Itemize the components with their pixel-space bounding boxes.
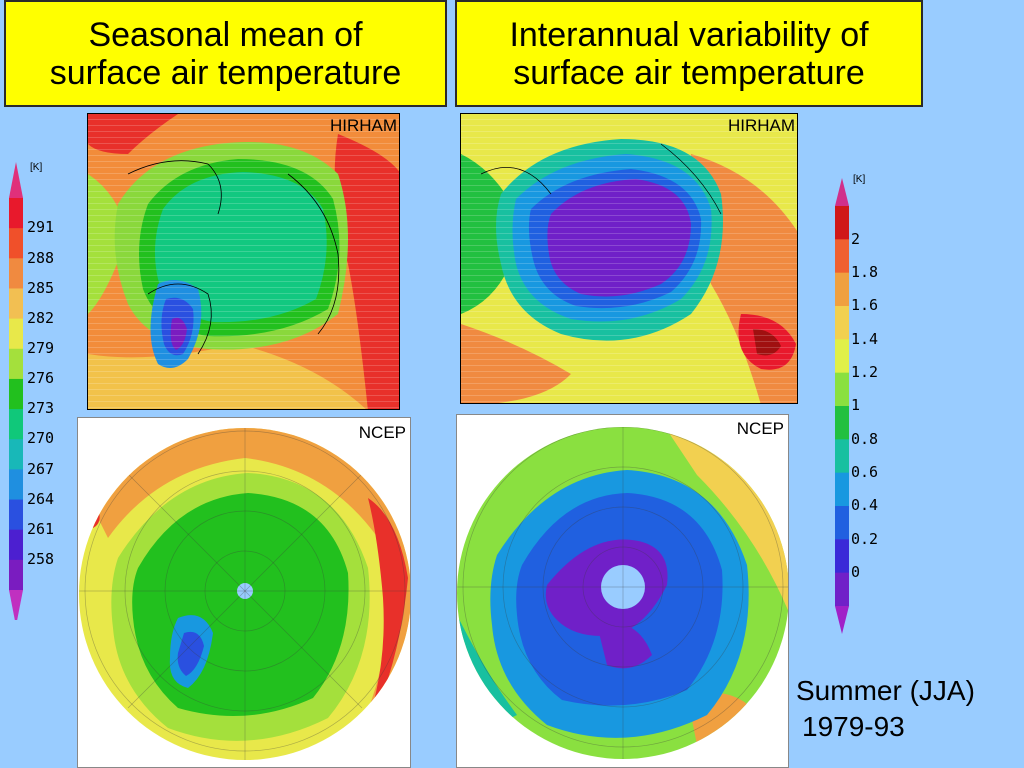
- colorbar-right-tick-label: 0.8: [851, 429, 879, 448]
- colorbar-right-segment: [835, 306, 849, 340]
- colorbar-left-tick-label: 282: [27, 308, 55, 327]
- colorbar-left-tick-label: 276: [27, 369, 55, 388]
- season-line1: Summer (JJA): [796, 675, 975, 706]
- colorbar-right-tick-label: 1.8: [851, 262, 879, 281]
- colorbar-right-segment: [835, 472, 849, 507]
- colorbar-left-segment: [9, 228, 23, 259]
- right-title-line2: surface air temperature: [513, 53, 865, 92]
- colorbar-left-segment: [9, 499, 23, 531]
- colorbar-right-segment: [835, 439, 849, 474]
- hirham-mean-label: HIRHAM: [329, 116, 397, 135]
- colorbar-right-unit: [K]: [853, 174, 866, 185]
- colorbar-right-tick-label: 0.6: [851, 462, 879, 481]
- colorbar-right-tick-label: 1.2: [851, 362, 879, 381]
- season-label: Summer (JJA) 1979-93: [796, 675, 975, 743]
- colorbar-right-tick-label: 2: [851, 229, 861, 248]
- right-title-line1: Interannual variability of: [509, 15, 869, 54]
- colorbar-right-tick-label: 0.4: [851, 496, 879, 515]
- hirham-variability-label: HIRHAM: [727, 116, 795, 135]
- colorbar-left-segment: [9, 469, 23, 501]
- colorbar-right: [K] 2 1.8 1.6 1.4 1.2 1 0.8 0.6 0.4 0.2 0: [832, 172, 902, 637]
- left-title-line2: surface air temperature: [49, 53, 402, 92]
- colorbar-left-segment: [9, 318, 23, 350]
- colorbar-right-segment: [835, 239, 849, 274]
- colorbar-left-tick-label: 270: [27, 429, 55, 448]
- colorbar-left-segment: [9, 439, 23, 470]
- colorbar-right-arrow-top: [835, 178, 849, 206]
- colorbar-left-tick-label: 264: [27, 489, 55, 508]
- colorbar-left: [K] 291 288 285 282 279 276 273 270 267 264 261 258: [6, 160, 76, 620]
- hirham-variability-map: HIRHAM: [460, 113, 798, 404]
- colorbar-left-segment: [9, 529, 23, 561]
- colorbar-right-tick-label: 1.4: [851, 329, 879, 348]
- colorbar-left-arrow-top: [9, 162, 23, 198]
- colorbar-left-segment: [9, 378, 23, 410]
- colorbar-right-tick-label: 0: [851, 562, 861, 581]
- hirham-mean-map-image: [88, 114, 399, 409]
- colorbar-left-segment: [9, 198, 23, 229]
- ncep-variability-map-image: [457, 427, 788, 759]
- colorbar-left-segment: [9, 559, 23, 591]
- colorbar-right-segment: [835, 572, 849, 607]
- ncep-variability-label: NCEP: [736, 419, 784, 438]
- colorbar-left-tick-label: 261: [27, 519, 55, 538]
- colorbar-right-tick-label: 1: [851, 396, 861, 415]
- colorbar-right-arrow-bottom: [835, 606, 849, 634]
- colorbar-left-tick-label: 291: [27, 218, 55, 237]
- colorbar-left-gradient: [9, 162, 23, 620]
- colorbar-right-segment: [835, 339, 849, 374]
- colorbar-left-tick-label: 273: [27, 399, 55, 418]
- colorbar-right-segment: [835, 272, 849, 307]
- colorbar-left-arrow-bottom: [9, 590, 23, 620]
- colorbar-right-segment: [835, 372, 849, 407]
- colorbar-right-gradient: [835, 178, 849, 634]
- colorbar-left-tick-label: 288: [27, 248, 55, 267]
- hirham-mean-map: HIRHAM: [87, 113, 400, 410]
- ncep-mean-map-image: [79, 428, 410, 760]
- ncep-mean-map: NCEP: [77, 417, 411, 768]
- colorbar-right-segment: [835, 406, 849, 440]
- colorbar-left-segment: [9, 288, 23, 320]
- colorbar-right-segment: [835, 206, 849, 240]
- right-title-box: Interannual variability of surface air t…: [455, 0, 923, 107]
- colorbar-left-segment: [9, 258, 23, 289]
- colorbar-left-segment: [9, 348, 23, 380]
- left-title-line1: Seasonal mean of: [88, 15, 363, 54]
- colorbar-left-unit: [K]: [30, 162, 43, 173]
- colorbar-right-segment: [835, 539, 849, 574]
- colorbar-right-tick-label: 0.2: [851, 529, 879, 548]
- colorbar-left-tick-label: 267: [27, 459, 55, 478]
- colorbar-left-tick-label: 279: [27, 339, 55, 358]
- left-title-box: Seasonal mean of surface air temperature: [4, 0, 447, 107]
- season-line2: 1979-93: [802, 711, 905, 742]
- ncep-mean-label: NCEP: [358, 423, 406, 442]
- hirham-variability-map-image: [461, 114, 797, 403]
- colorbar-left-segment: [9, 409, 23, 440]
- colorbar-left-tick-label: 258: [27, 550, 55, 569]
- colorbar-right-tick-label: 1.6: [851, 296, 879, 315]
- colorbar-right-segment: [835, 506, 849, 540]
- colorbar-left-tick-label: 285: [27, 278, 55, 297]
- ncep-variability-map: NCEP: [456, 414, 789, 768]
